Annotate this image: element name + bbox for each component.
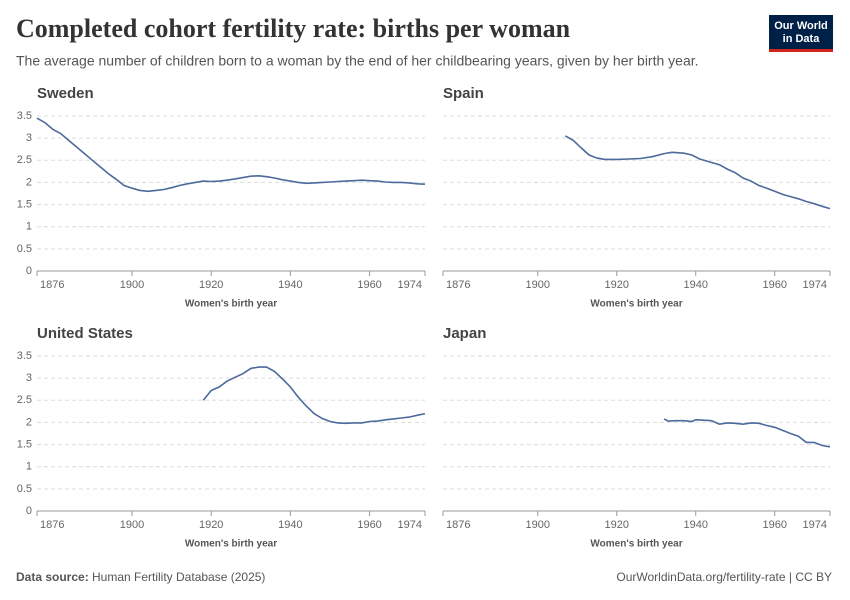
y-tick-label: 3.5	[17, 110, 32, 122]
title: Completed cohort fertility rate: births …	[16, 14, 571, 43]
logo-text: in Data	[783, 33, 821, 45]
y-tick-label: 2	[26, 416, 32, 428]
source-label: Data source:	[16, 570, 89, 584]
x-tick-label: 1900	[526, 279, 550, 291]
x-axis-label: Women's birth year	[590, 539, 682, 550]
y-tick-label: 3	[26, 132, 32, 144]
logo-box	[769, 15, 833, 51]
y-tick-label: 0.5	[17, 243, 32, 255]
series-line	[663, 418, 831, 448]
x-tick-label: 1974	[398, 519, 422, 531]
y-tick-label: 1.5	[17, 438, 32, 450]
x-tick-label: 1920	[605, 279, 629, 291]
y-tick-label: 1	[26, 221, 32, 233]
x-tick-label: 1876	[40, 279, 64, 291]
panel-title: Spain	[443, 85, 484, 102]
x-tick-label: 1960	[762, 279, 786, 291]
x-tick-label: 1960	[357, 519, 381, 531]
source: Human Fertility Database (2025)	[92, 570, 265, 584]
panel-title: Japan	[443, 325, 486, 342]
panel-title: United States	[37, 325, 133, 342]
y-tick-label: 2	[26, 176, 32, 188]
panel-title: Sweden	[37, 85, 94, 102]
x-tick-label: 1940	[683, 519, 707, 531]
y-tick-label: 0	[26, 265, 32, 277]
x-tick-label: 1876	[446, 279, 470, 291]
x-tick-label: 1940	[683, 279, 707, 291]
x-tick-label: 1920	[199, 519, 223, 531]
x-tick-label: 1876	[40, 519, 64, 531]
x-axis-label: Women's birth year	[590, 299, 682, 310]
y-tick-label: 1.5	[17, 198, 32, 210]
x-tick-label: 1920	[199, 279, 223, 291]
x-tick-label: 1974	[803, 519, 827, 531]
x-tick-label: 1940	[278, 519, 302, 531]
credit[interactable]: OurWorldinData.org/fertility-rate | CC B…	[616, 570, 832, 584]
x-axis-label: Women's birth year	[185, 299, 277, 310]
x-tick-label: 1960	[762, 519, 786, 531]
y-tick-label: 2.5	[17, 394, 32, 406]
x-axis-label: Women's birth year	[185, 539, 277, 550]
logo[interactable]: Our World in Data	[769, 15, 833, 52]
x-tick-label: 1920	[605, 519, 629, 531]
x-tick-label: 1974	[398, 279, 422, 291]
y-tick-label: 3	[26, 372, 32, 384]
x-tick-label: 1900	[526, 519, 550, 531]
x-tick-label: 1940	[278, 279, 302, 291]
y-tick-label: 3.5	[17, 350, 32, 362]
y-tick-label: 2.5	[17, 154, 32, 166]
y-tick-label: 0.5	[17, 483, 32, 495]
y-tick-label: 1	[26, 461, 32, 473]
subtitle: The average number of children born to a…	[16, 53, 699, 69]
y-tick-label: 0	[26, 505, 32, 517]
x-tick-label: 1960	[357, 279, 381, 291]
x-tick-label: 1900	[120, 519, 144, 531]
logo-text: Our World	[774, 20, 828, 32]
x-tick-label: 1900	[120, 279, 144, 291]
series-line	[36, 117, 426, 193]
logo-bar	[769, 49, 833, 52]
series-line	[565, 135, 831, 210]
x-tick-label: 1974	[803, 279, 827, 291]
series-line	[202, 366, 426, 425]
x-tick-label: 1876	[446, 519, 470, 531]
